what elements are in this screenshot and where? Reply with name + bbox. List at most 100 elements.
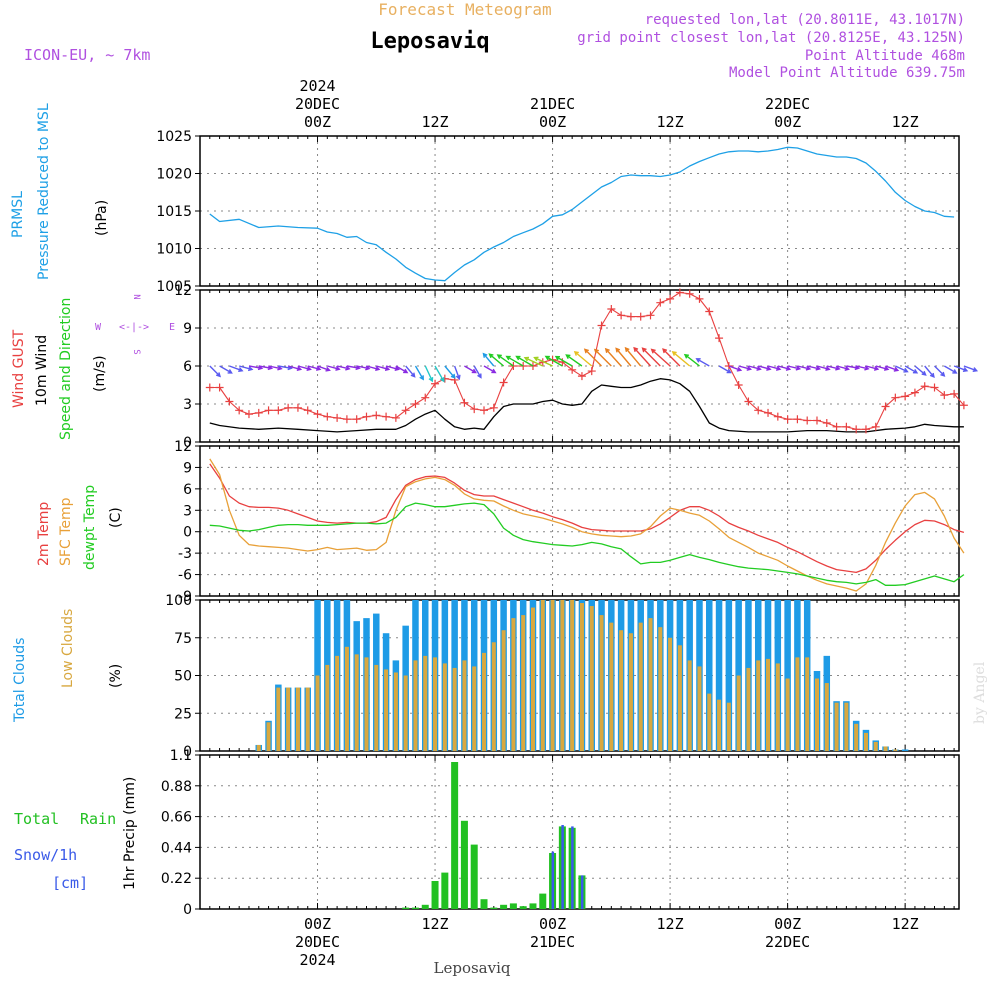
wind-gust-marker bbox=[470, 405, 479, 414]
wind-direction-arrow bbox=[505, 355, 524, 367]
total-clouds-label: Total Clouds bbox=[12, 638, 28, 723]
wind-gust-marker bbox=[235, 406, 244, 415]
wind-direction-arrow bbox=[482, 352, 495, 367]
wind-gust-marker bbox=[626, 312, 635, 321]
wind-direction-arrow bbox=[544, 355, 563, 367]
y-tick-label: 9 bbox=[183, 460, 192, 476]
rain-bar bbox=[441, 872, 449, 909]
wind-direction-arrow bbox=[239, 365, 254, 372]
low-cloud-bar bbox=[844, 702, 849, 751]
footer-location: Leposaviq bbox=[434, 959, 511, 977]
wind-direction-arrow bbox=[229, 365, 244, 372]
low-cloud-bar bbox=[472, 666, 477, 751]
clouds-panel: 0 25 50 75 100 bbox=[165, 593, 960, 760]
y-tick-label: -3 bbox=[178, 546, 192, 562]
low-cloud-bar bbox=[785, 678, 790, 751]
y-tick-label: 9 bbox=[183, 321, 192, 337]
pressure-line bbox=[209, 146, 955, 282]
bottom-time-label: 12Z bbox=[421, 915, 448, 933]
wind-direction-arrow bbox=[444, 365, 456, 379]
y-tick-label: -9 bbox=[178, 589, 192, 605]
wind-direction-arrow bbox=[895, 365, 909, 373]
point-altitude: Point Altitude 468m bbox=[805, 48, 965, 64]
bottom-time-label: 22DEC bbox=[765, 933, 810, 951]
wind-gust-marker bbox=[852, 425, 861, 434]
wind-direction-arrow bbox=[268, 365, 283, 371]
compass-n: N bbox=[131, 294, 141, 299]
total-cloud-bar bbox=[725, 600, 733, 751]
low-cloud-bar bbox=[717, 699, 722, 751]
wind-gust-marker bbox=[724, 362, 733, 370]
low-cloud-bar bbox=[286, 687, 291, 751]
total-cloud-bar bbox=[901, 749, 909, 751]
wind-gust-marker bbox=[812, 416, 821, 425]
wind-gust-marker bbox=[881, 402, 890, 411]
total-cloud-bar bbox=[715, 600, 723, 751]
bottom-time-label: 00Z bbox=[539, 915, 566, 933]
top-time-label: 12Z bbox=[421, 113, 448, 131]
rain-bar bbox=[470, 844, 478, 909]
rain-bar bbox=[529, 903, 537, 909]
bottom-time-label: 12Z bbox=[892, 915, 919, 933]
precip-labels: Total Rain Snow/1h [cm] 1hr Precip (mm) bbox=[14, 777, 138, 892]
y-tick-label: 6 bbox=[183, 359, 192, 375]
low-cloud-bar bbox=[354, 654, 359, 751]
low-cloud-bar bbox=[276, 687, 281, 751]
rain-bar bbox=[402, 907, 410, 909]
wind-gust-marker bbox=[568, 365, 577, 374]
wind-direction-arrow bbox=[515, 355, 534, 367]
top-time-label: 2024 bbox=[299, 77, 335, 95]
rain-bar bbox=[431, 881, 439, 909]
low-cloud-bar bbox=[530, 607, 535, 751]
dewpt-temp-label: dewpt Temp bbox=[82, 485, 98, 570]
wind-gust-marker bbox=[832, 422, 841, 431]
wind-direction-arrow bbox=[748, 365, 762, 371]
wind-direction-arrow bbox=[963, 365, 979, 372]
wind-direction-arrow bbox=[395, 365, 409, 374]
precip-panel: 0 0.22 0.44 0.66 0.88 1.1 bbox=[161, 748, 960, 918]
wind-gust-marker bbox=[421, 393, 430, 402]
pressure-panel: 1005 1010 1015 1020 1025 bbox=[156, 129, 960, 295]
y-tick-label: 1020 bbox=[156, 167, 192, 183]
grid-point-coords: grid point closest lon,lat (20.8125E, 43… bbox=[577, 30, 965, 46]
wind-direction-arrow bbox=[683, 353, 700, 367]
low-cloud-bar bbox=[638, 622, 643, 751]
wind-gust-line bbox=[209, 291, 965, 430]
low-cloud-bar bbox=[677, 645, 682, 751]
top-time-label: 00Z bbox=[774, 113, 801, 131]
wind-gust-marker bbox=[303, 406, 312, 415]
total-label: Total bbox=[14, 810, 59, 828]
rain-bar bbox=[539, 893, 547, 909]
compass-s: S bbox=[131, 349, 141, 354]
wind-gust-marker bbox=[313, 410, 322, 419]
y-tick-label: 0 bbox=[183, 744, 192, 760]
forecast-title: Forecast Meteogram bbox=[378, 0, 551, 19]
wind-direction-arrow bbox=[826, 365, 841, 371]
wind-direction-arrow bbox=[523, 356, 544, 367]
low-cloud-bar bbox=[766, 658, 771, 751]
low-cloud-bar bbox=[628, 633, 633, 751]
low-cloud-bar bbox=[873, 741, 878, 751]
wind-gust-marker bbox=[225, 397, 234, 406]
wind-gust-marker bbox=[950, 389, 959, 398]
wind-direction-arrow bbox=[695, 358, 710, 367]
y-tick-label: 0.44 bbox=[161, 840, 192, 856]
wind-gust-marker bbox=[215, 383, 224, 392]
wind-direction-arrow bbox=[533, 356, 553, 367]
low-cloud-bar bbox=[423, 655, 428, 751]
snow-bar bbox=[580, 875, 584, 909]
wind-gust-marker bbox=[577, 372, 586, 381]
y-tick-label: 0 bbox=[183, 525, 192, 541]
prmsl-label: PRMSL bbox=[10, 191, 26, 238]
wind-direction-arrow bbox=[327, 365, 341, 371]
wind-direction-arrow bbox=[405, 365, 416, 378]
wind-direction-arrow bbox=[424, 365, 434, 383]
bottom-time-label: 12Z bbox=[657, 915, 684, 933]
low-cloud-bar bbox=[501, 630, 506, 751]
wind-gust-marker bbox=[666, 294, 675, 303]
low-cloud-bar bbox=[521, 615, 526, 751]
wind-direction-arrow bbox=[758, 365, 772, 371]
low-cloud-bar bbox=[433, 657, 438, 751]
low-cloud-bar bbox=[805, 657, 810, 751]
